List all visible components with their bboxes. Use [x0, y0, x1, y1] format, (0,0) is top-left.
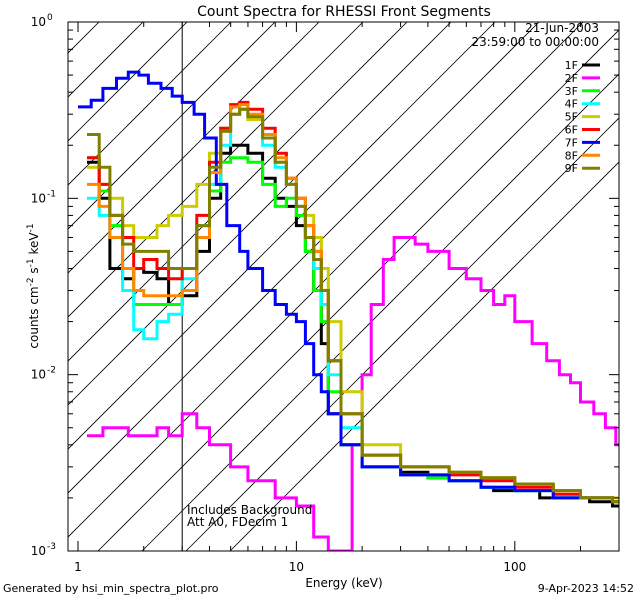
hatch-line	[68, 22, 452, 406]
hatch-line	[185, 117, 619, 551]
legend-label: 6F	[565, 124, 578, 137]
y-tick-exponent: -3	[47, 542, 56, 552]
legend-label: 1F	[565, 59, 578, 72]
y-tick-label: 10	[31, 191, 46, 205]
legend-label: 4F	[565, 98, 578, 111]
annotation-background: Includes Background	[187, 503, 312, 517]
x-tick-label: 100	[503, 560, 526, 574]
y-tick-exponent: -2	[47, 366, 56, 376]
legend-label: 8F	[565, 149, 578, 162]
x-tick-label: 10	[289, 560, 304, 574]
y-tick-exponent: -1	[47, 189, 56, 199]
hatch-line	[68, 22, 188, 142]
plot-frame	[67, 21, 620, 552]
legend-label: 3F	[565, 85, 578, 98]
annotation-attenuator: Att A0, FDecim 1	[187, 515, 288, 529]
generated-by-label: Generated by hsi_min_spectra_plot.pro	[3, 582, 219, 595]
series-line-2f	[87, 236, 619, 551]
y-tick-label: 10	[31, 15, 46, 29]
series-line-7f	[78, 70, 619, 504]
hatch-line	[68, 22, 540, 494]
chart-title: Count Spectra for RHESSI Front Segments	[197, 4, 491, 20]
hatch-line	[68, 22, 232, 186]
time-range-label: 23:59:00 to 00:00:00	[472, 35, 599, 49]
hatch-line	[68, 22, 276, 230]
series-line-9f	[87, 107, 619, 504]
hatch-line	[68, 22, 584, 538]
series-layer	[78, 70, 619, 551]
y-tick-exponent: 0	[47, 13, 53, 23]
date-label: 21-Jun-2003	[525, 21, 599, 35]
legend-label: 5F	[565, 111, 578, 124]
legend-label: 7F	[565, 136, 578, 149]
y-axis-label: counts cm-2 s-1 keV-1	[26, 223, 41, 348]
hatch-line	[68, 22, 364, 318]
y-tick-label: 10	[31, 368, 46, 382]
hatch-line	[229, 161, 619, 551]
legend-label: 9F	[565, 162, 578, 175]
y-tick-label: 10	[31, 544, 46, 558]
hatch-line	[68, 22, 496, 450]
hatch-line	[68, 22, 408, 362]
x-tick-label: 1	[74, 560, 82, 574]
x-axis-label: Energy (keV)	[305, 576, 382, 590]
timestamp-label: 9-Apr-2023 14:52	[537, 582, 634, 595]
legend-label: 2F	[565, 72, 578, 85]
hatch-line	[97, 29, 619, 551]
